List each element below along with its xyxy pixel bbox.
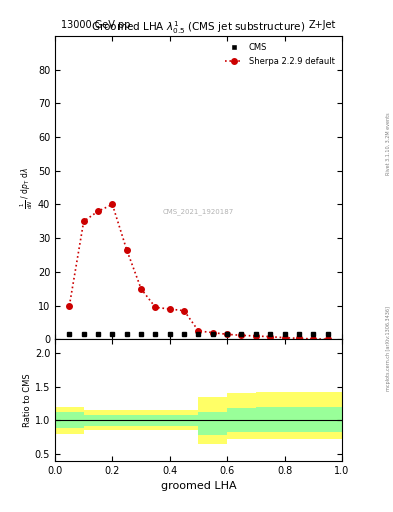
CMS [311,331,316,337]
CMS [253,331,258,337]
Text: 13000 GeV pp: 13000 GeV pp [61,20,130,30]
CMS [110,331,115,337]
CMS [225,331,230,337]
Text: mcplots.cern.ch [arXiv:1306.3436]: mcplots.cern.ch [arXiv:1306.3436] [386,306,391,391]
Sherpa 2.2.9 default [297,335,301,342]
Text: CMS_2021_1920187: CMS_2021_1920187 [163,208,234,215]
Sherpa 2.2.9 default [153,304,158,310]
Sherpa 2.2.9 default [139,286,143,292]
CMS [182,331,187,337]
Text: Rivet 3.1.10, 3.2M events: Rivet 3.1.10, 3.2M events [386,112,391,175]
X-axis label: groomed LHA: groomed LHA [161,481,236,491]
Line: CMS: CMS [67,332,330,336]
Line: Sherpa 2.2.9 default: Sherpa 2.2.9 default [66,202,331,342]
Sherpa 2.2.9 default [67,303,72,309]
CMS [297,331,301,337]
CMS [153,331,158,337]
CMS [96,331,101,337]
Y-axis label: Ratio to CMS: Ratio to CMS [23,373,32,427]
Sherpa 2.2.9 default [225,331,230,337]
Sherpa 2.2.9 default [325,336,330,343]
CMS [196,331,201,337]
CMS [67,331,72,337]
Sherpa 2.2.9 default [81,218,86,224]
CMS [211,331,215,337]
CMS [167,331,172,337]
Sherpa 2.2.9 default [211,330,215,336]
CMS [81,331,86,337]
Sherpa 2.2.9 default [182,308,187,314]
Sherpa 2.2.9 default [253,333,258,339]
Sherpa 2.2.9 default [268,334,273,340]
CMS [325,331,330,337]
CMS [139,331,143,337]
Sherpa 2.2.9 default [196,328,201,334]
CMS [268,331,273,337]
Y-axis label: $\frac{1}{\mathrm{d}N}$ / $\mathrm{d}p_{\mathrm{T}}$ $\mathrm{d}\lambda$: $\frac{1}{\mathrm{d}N}$ / $\mathrm{d}p_{… [19,166,35,208]
Sherpa 2.2.9 default [167,306,172,312]
CMS [125,331,129,337]
CMS [282,331,287,337]
Sherpa 2.2.9 default [282,335,287,341]
Text: Z+Jet: Z+Jet [309,20,336,30]
Sherpa 2.2.9 default [110,201,115,207]
Sherpa 2.2.9 default [125,247,129,253]
Sherpa 2.2.9 default [96,208,101,215]
Title: Groomed LHA $\lambda^{1}_{0.5}$ (CMS jet substructure): Groomed LHA $\lambda^{1}_{0.5}$ (CMS jet… [91,19,306,36]
CMS [239,331,244,337]
Legend: CMS, Sherpa 2.2.9 default: CMS, Sherpa 2.2.9 default [222,40,338,69]
Sherpa 2.2.9 default [311,336,316,342]
Sherpa 2.2.9 default [239,332,244,338]
